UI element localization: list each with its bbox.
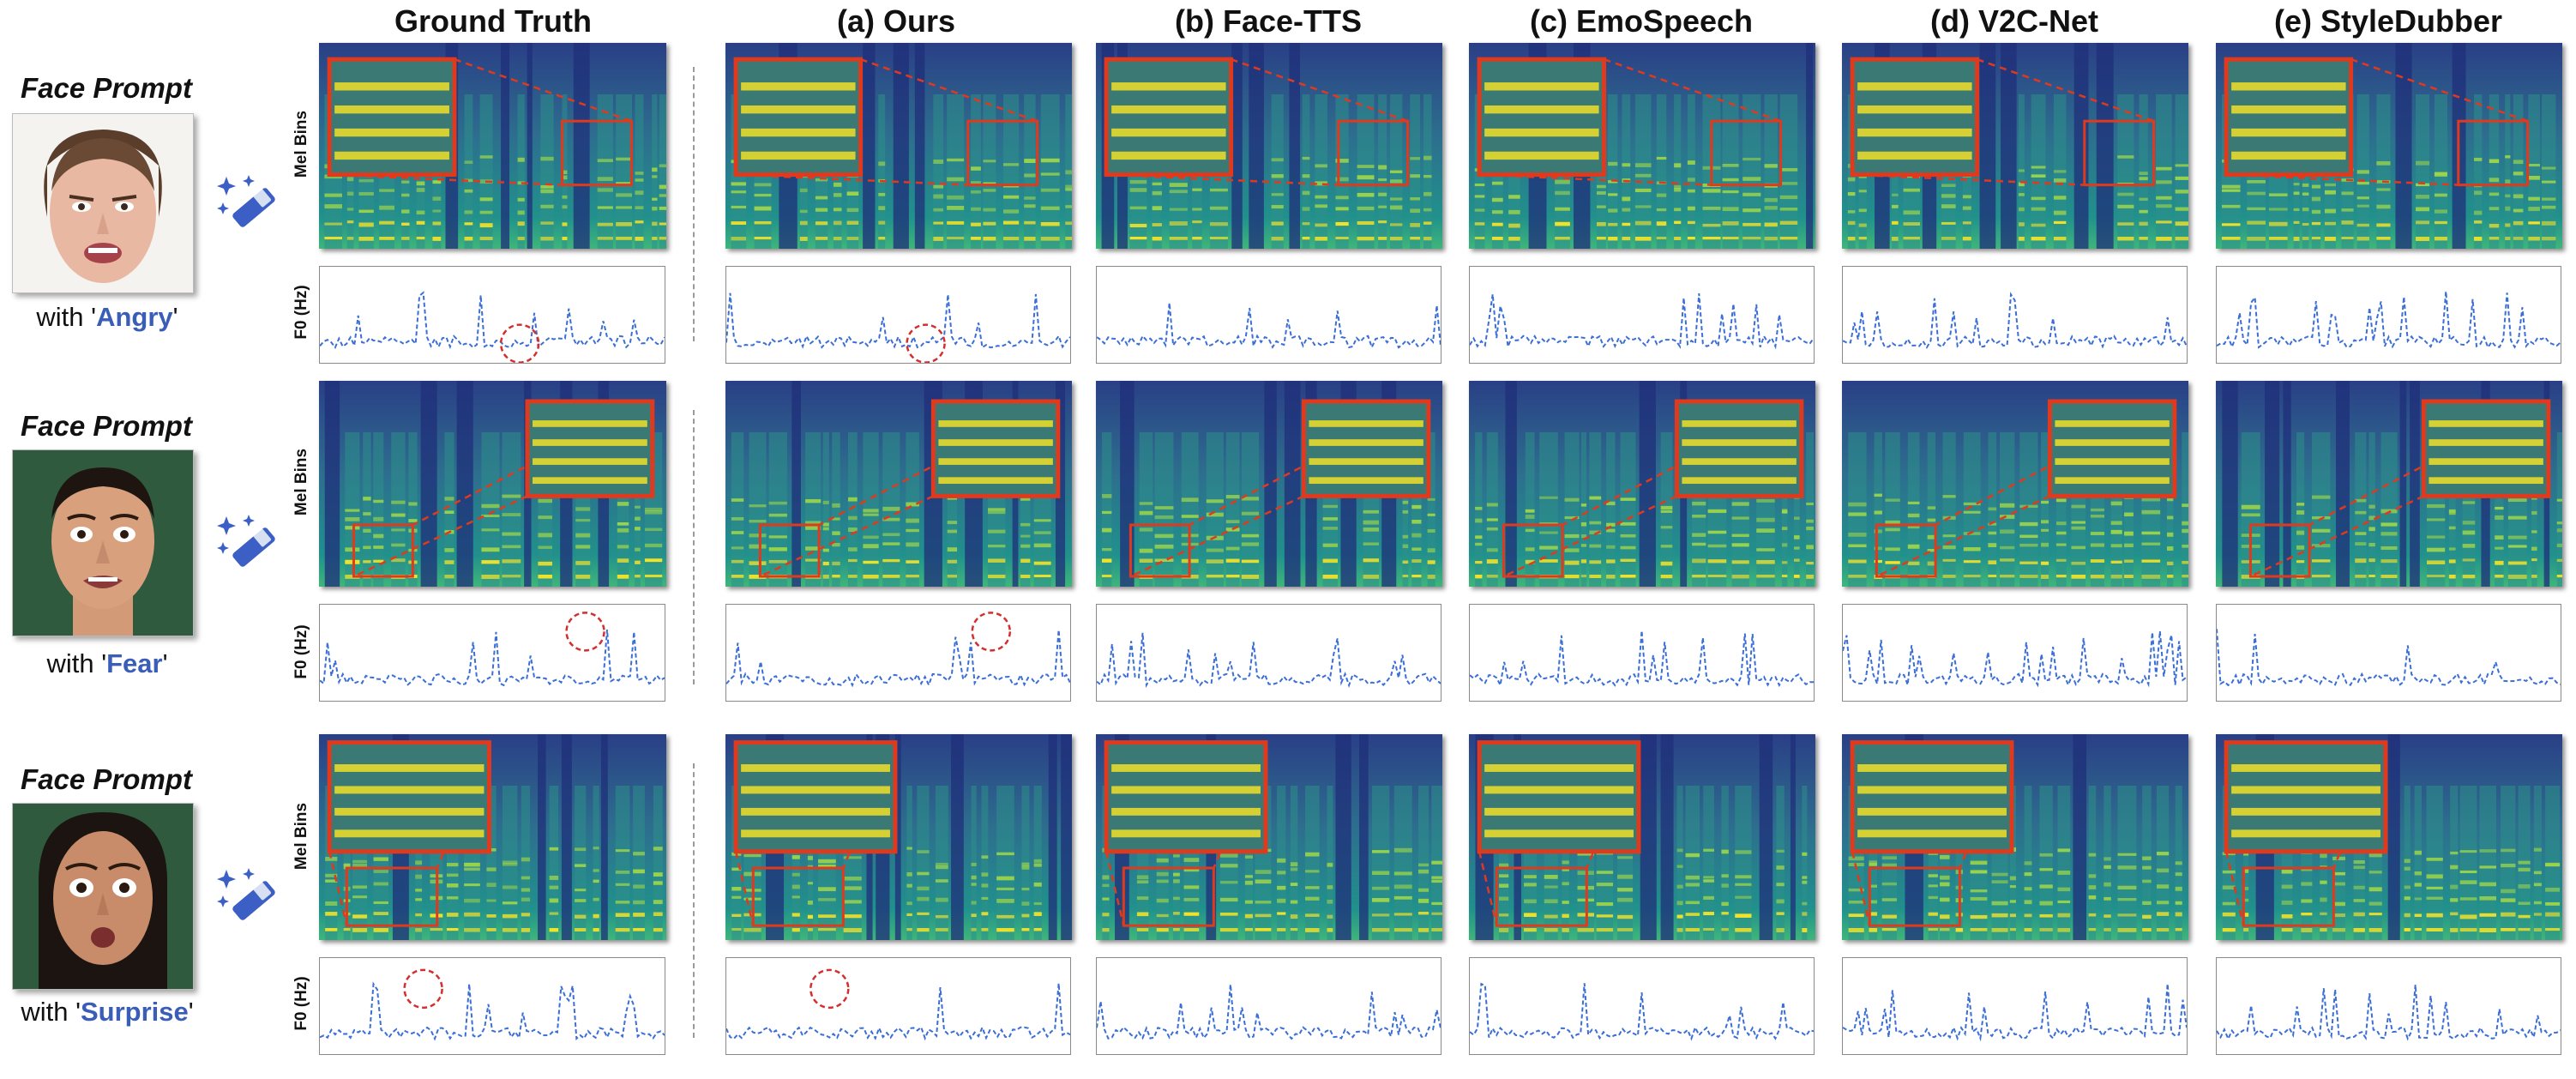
- mel-spectrogram-surprise-ground-truth: [319, 734, 666, 940]
- mel-spectrogram-fear-styledubber: [2216, 381, 2562, 587]
- column-title-v2c-net: (d) V2C-Net: [1930, 3, 2098, 39]
- face-image-fear: [12, 449, 194, 636]
- mel-spectrogram-angry-ours: [725, 43, 1072, 249]
- f0-plot-angry-face-tts: [1096, 266, 1441, 364]
- mel-spectrogram-surprise-styledubber: [2216, 734, 2562, 940]
- magic-wand-icon: [216, 866, 276, 928]
- f0-plot-angry-emospeech: [1469, 266, 1815, 364]
- mel-spectrogram-surprise-v2c-net: [1842, 734, 2188, 940]
- mel-spectrogram-angry-v2c-net: [1842, 43, 2188, 249]
- mel-spectrogram-surprise-face-tts: [1096, 734, 1442, 940]
- column-title-ground-truth: Ground Truth: [394, 3, 592, 39]
- face-prompt-title: Face Prompt: [21, 763, 192, 795]
- emotion-label-row-2: with 'Fear': [46, 648, 168, 678]
- f0-plot-surprise-ground-truth: [319, 957, 665, 1055]
- mel-spectrogram-surprise-ours: [725, 734, 1072, 940]
- f0-plot-fear-face-tts: [1096, 604, 1441, 702]
- column-separator: [693, 410, 695, 684]
- f0-plot-fear-v2c-net: [1842, 604, 2188, 702]
- f0-plot-surprise-face-tts: [1096, 957, 1441, 1055]
- f0-plot-angry-ground-truth: [319, 266, 665, 364]
- column-title-ours: (a) Ours: [836, 3, 956, 39]
- mel-spectrogram-fear-ground-truth: [319, 381, 666, 587]
- mel-spectrogram-angry-styledubber: [2216, 43, 2562, 249]
- f0-plot-angry-ours: [725, 266, 1071, 364]
- face-image-surprise: [12, 803, 194, 990]
- f0-plot-angry-v2c-net: [1842, 266, 2188, 364]
- column-separator: [693, 67, 695, 341]
- column-title-emospeech: (c) EmoSpeech: [1529, 3, 1754, 39]
- mel-spectrogram-fear-v2c-net: [1842, 381, 2188, 587]
- f0-plot-surprise-ours: [725, 957, 1071, 1055]
- face-image-angry: [12, 113, 194, 293]
- f0-plot-fear-ours: [725, 604, 1071, 702]
- face-prompt-title: Face Prompt: [21, 72, 192, 104]
- emotion-label-row-3: with 'Surprise': [21, 997, 194, 1027]
- mel-spectrogram-fear-ours: [725, 381, 1072, 587]
- emotion-label-row-1: with 'Angry': [36, 302, 178, 332]
- f0-plot-fear-emospeech: [1469, 604, 1815, 702]
- magic-wand-icon: [216, 513, 276, 575]
- f0-plot-fear-ground-truth: [319, 604, 665, 702]
- f0-plot-angry-styledubber: [2216, 266, 2561, 364]
- emotion-fear: Fear: [106, 648, 163, 678]
- mel-spectrogram-fear-face-tts: [1096, 381, 1442, 587]
- emotion-surprise: Surprise: [80, 997, 189, 1027]
- mel-spectrogram-angry-emospeech: [1469, 43, 1815, 249]
- mel-spectrogram-fear-emospeech: [1469, 381, 1815, 587]
- column-separator: [693, 763, 695, 1038]
- magic-wand-icon: [216, 173, 276, 235]
- column-title-styledubber: (e) StyleDubber: [2273, 3, 2503, 39]
- face-prompt-title: Face Prompt: [21, 410, 192, 442]
- mel-spectrogram-angry-face-tts: [1096, 43, 1442, 249]
- f0-plot-surprise-styledubber: [2216, 957, 2561, 1055]
- mel-spectrogram-surprise-emospeech: [1469, 734, 1815, 940]
- f0-plot-surprise-v2c-net: [1842, 957, 2188, 1055]
- emotion-angry: Angry: [96, 302, 173, 332]
- mel-spectrogram-angry-ground-truth: [319, 43, 666, 249]
- f0-plot-surprise-emospeech: [1469, 957, 1815, 1055]
- f0-plot-fear-styledubber: [2216, 604, 2561, 702]
- column-title-face-tts: (b) Face-TTS: [1174, 3, 1362, 39]
